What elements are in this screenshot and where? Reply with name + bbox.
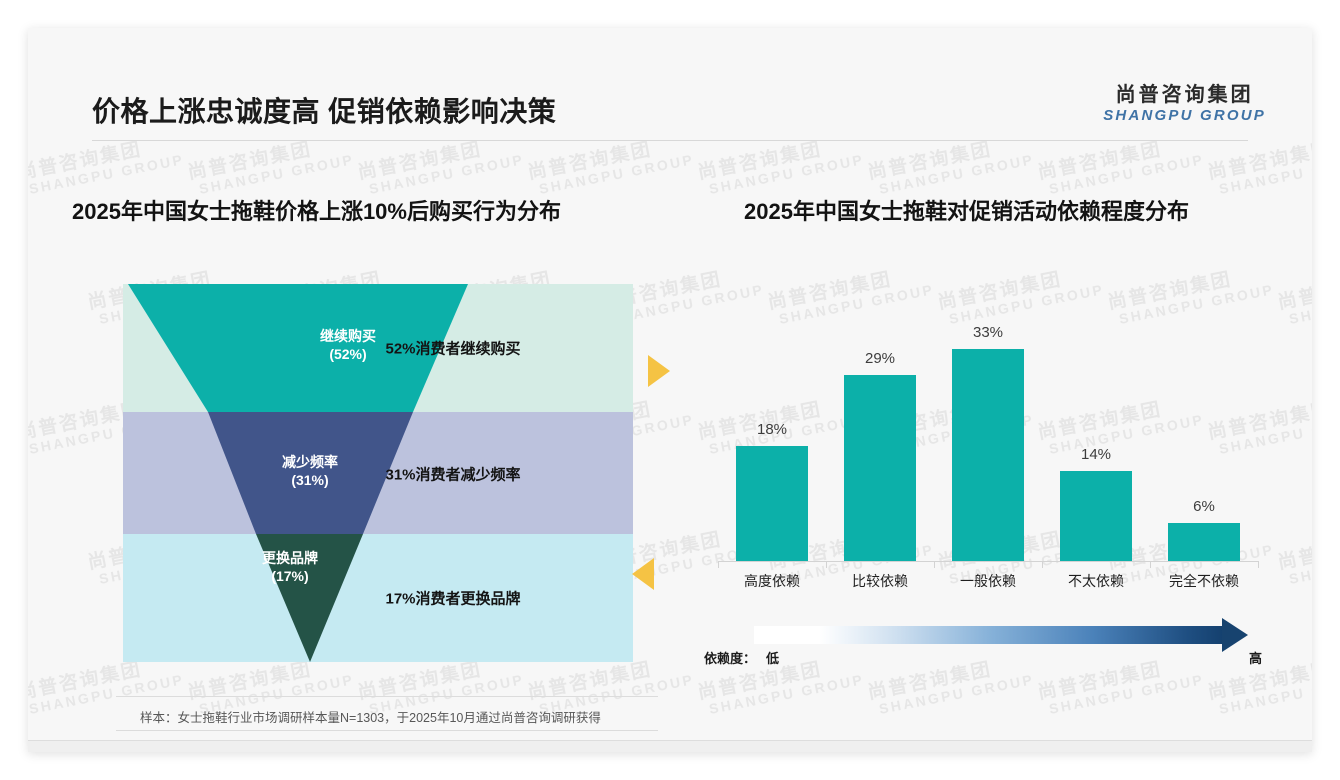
bar-category-label: 高度依赖 — [744, 573, 800, 589]
header-divider — [92, 140, 1248, 141]
bar-2[interactable] — [952, 349, 1024, 561]
triangle-left-icon — [632, 558, 654, 590]
bar-0[interactable] — [736, 445, 808, 561]
axis-tick — [1042, 561, 1043, 568]
bar-group: 14% 不太依赖 — [1042, 330, 1150, 589]
bar-value-label: 33% — [972, 324, 1004, 342]
axis-tick — [1150, 561, 1151, 568]
funnel-segment-0 — [128, 284, 468, 412]
legend-low-label: 低 — [766, 651, 780, 666]
bar-value-label: 14% — [1080, 446, 1112, 464]
footer-divider — [28, 740, 1312, 741]
triangle-right-icon — [648, 355, 670, 387]
logo-chinese-text: 尚普咨询集团 — [1115, 84, 1254, 106]
bar-group: 18% 高度依赖 — [718, 330, 826, 589]
bar-1[interactable] — [844, 374, 916, 561]
bar-category-label: 完全不依赖 — [1169, 573, 1239, 589]
bar-category-label: 比较依赖 — [852, 573, 908, 589]
footnote-divider-bottom — [116, 730, 658, 731]
bar-value-label: 18% — [756, 420, 788, 438]
bar-group: 29% 比较依赖 — [826, 330, 934, 589]
bar-3[interactable] — [1060, 471, 1132, 561]
funnel-label-0: 继续购买 (52%) — [320, 328, 376, 362]
funnel-band-2 — [123, 534, 633, 662]
page-title: 价格上涨忠诚度高 促销依赖影响决策 — [92, 96, 557, 127]
bar-chart-axis-line — [718, 561, 1258, 562]
sample-footnote: 样本：女士拖鞋行业市场调研样本量N=1303，于2025年10月通过尚普咨询调研… — [140, 711, 601, 725]
funnel-segment-2 — [256, 534, 363, 662]
funnel-label-2: 更换品牌 (17%) — [262, 550, 318, 584]
bar-4[interactable] — [1168, 522, 1240, 561]
dependency-gradient-legend: 依赖度： 低 高 — [704, 618, 1274, 668]
right-chart-title: 2025年中国女士拖鞋对促销活动依赖程度分布 — [744, 199, 1189, 224]
axis-tick — [934, 561, 935, 568]
logo-english-text: SHANGPU GROUP — [1103, 107, 1266, 124]
legend-high-label: 高 — [1248, 651, 1262, 666]
funnel-chart: 继续购买 (52%) 减少频率 (31%) 更换品牌 (17%) 52%消费者继… — [123, 284, 633, 662]
funnel-description-2: 17%消费者更换品牌 — [385, 590, 521, 608]
left-chart-title: 2025年中国女士拖鞋价格上涨10%后购买行为分布 — [72, 199, 561, 224]
footnote-divider-top — [116, 696, 658, 697]
slide-header: 价格上涨忠诚度高 促销依赖影响决策 尚普咨询集团 SHANGPU GROUP — [28, 28, 1312, 127]
funnel-description-0: 52%消费者继续购买 — [385, 340, 521, 358]
axis-tick — [1258, 561, 1259, 568]
bar-category-label: 不太依赖 — [1068, 573, 1124, 589]
bar-value-label: 29% — [864, 349, 896, 367]
axis-tick — [826, 561, 827, 568]
footer-band — [28, 740, 1312, 752]
gradient-bar — [754, 626, 1224, 644]
bar-group: 6% 完全不依赖 — [1150, 330, 1258, 589]
legend-label: 依赖度： — [704, 651, 757, 666]
gradient-arrow-icon — [1222, 618, 1248, 652]
funnel-shape — [128, 284, 468, 662]
slide: 尚普咨询集团 SHANGPU GROUP 尚普咨询集团 SHANGPU GROUP 尚普… — [28, 28, 1312, 752]
bar-group: 33% 一般依赖 — [934, 324, 1042, 589]
bar-value-label: 6% — [1193, 497, 1215, 515]
bar-category-label: 一般依赖 — [960, 573, 1016, 589]
funnel-segment-1 — [208, 412, 413, 534]
funnel-description-1: 31%消费者减少频率 — [385, 466, 521, 484]
axis-tick — [718, 561, 719, 568]
dependency-bar-chart: 18% 高度依赖 29% 比较依赖 33% 一般依赖 14% 不太依赖 6% 完全不依赖 — [718, 296, 1259, 596]
funnel-label-1: 减少频率 (31%) — [282, 454, 338, 488]
brand-logo: 尚普咨询集团 SHANGPU GROUP — [1103, 84, 1266, 124]
